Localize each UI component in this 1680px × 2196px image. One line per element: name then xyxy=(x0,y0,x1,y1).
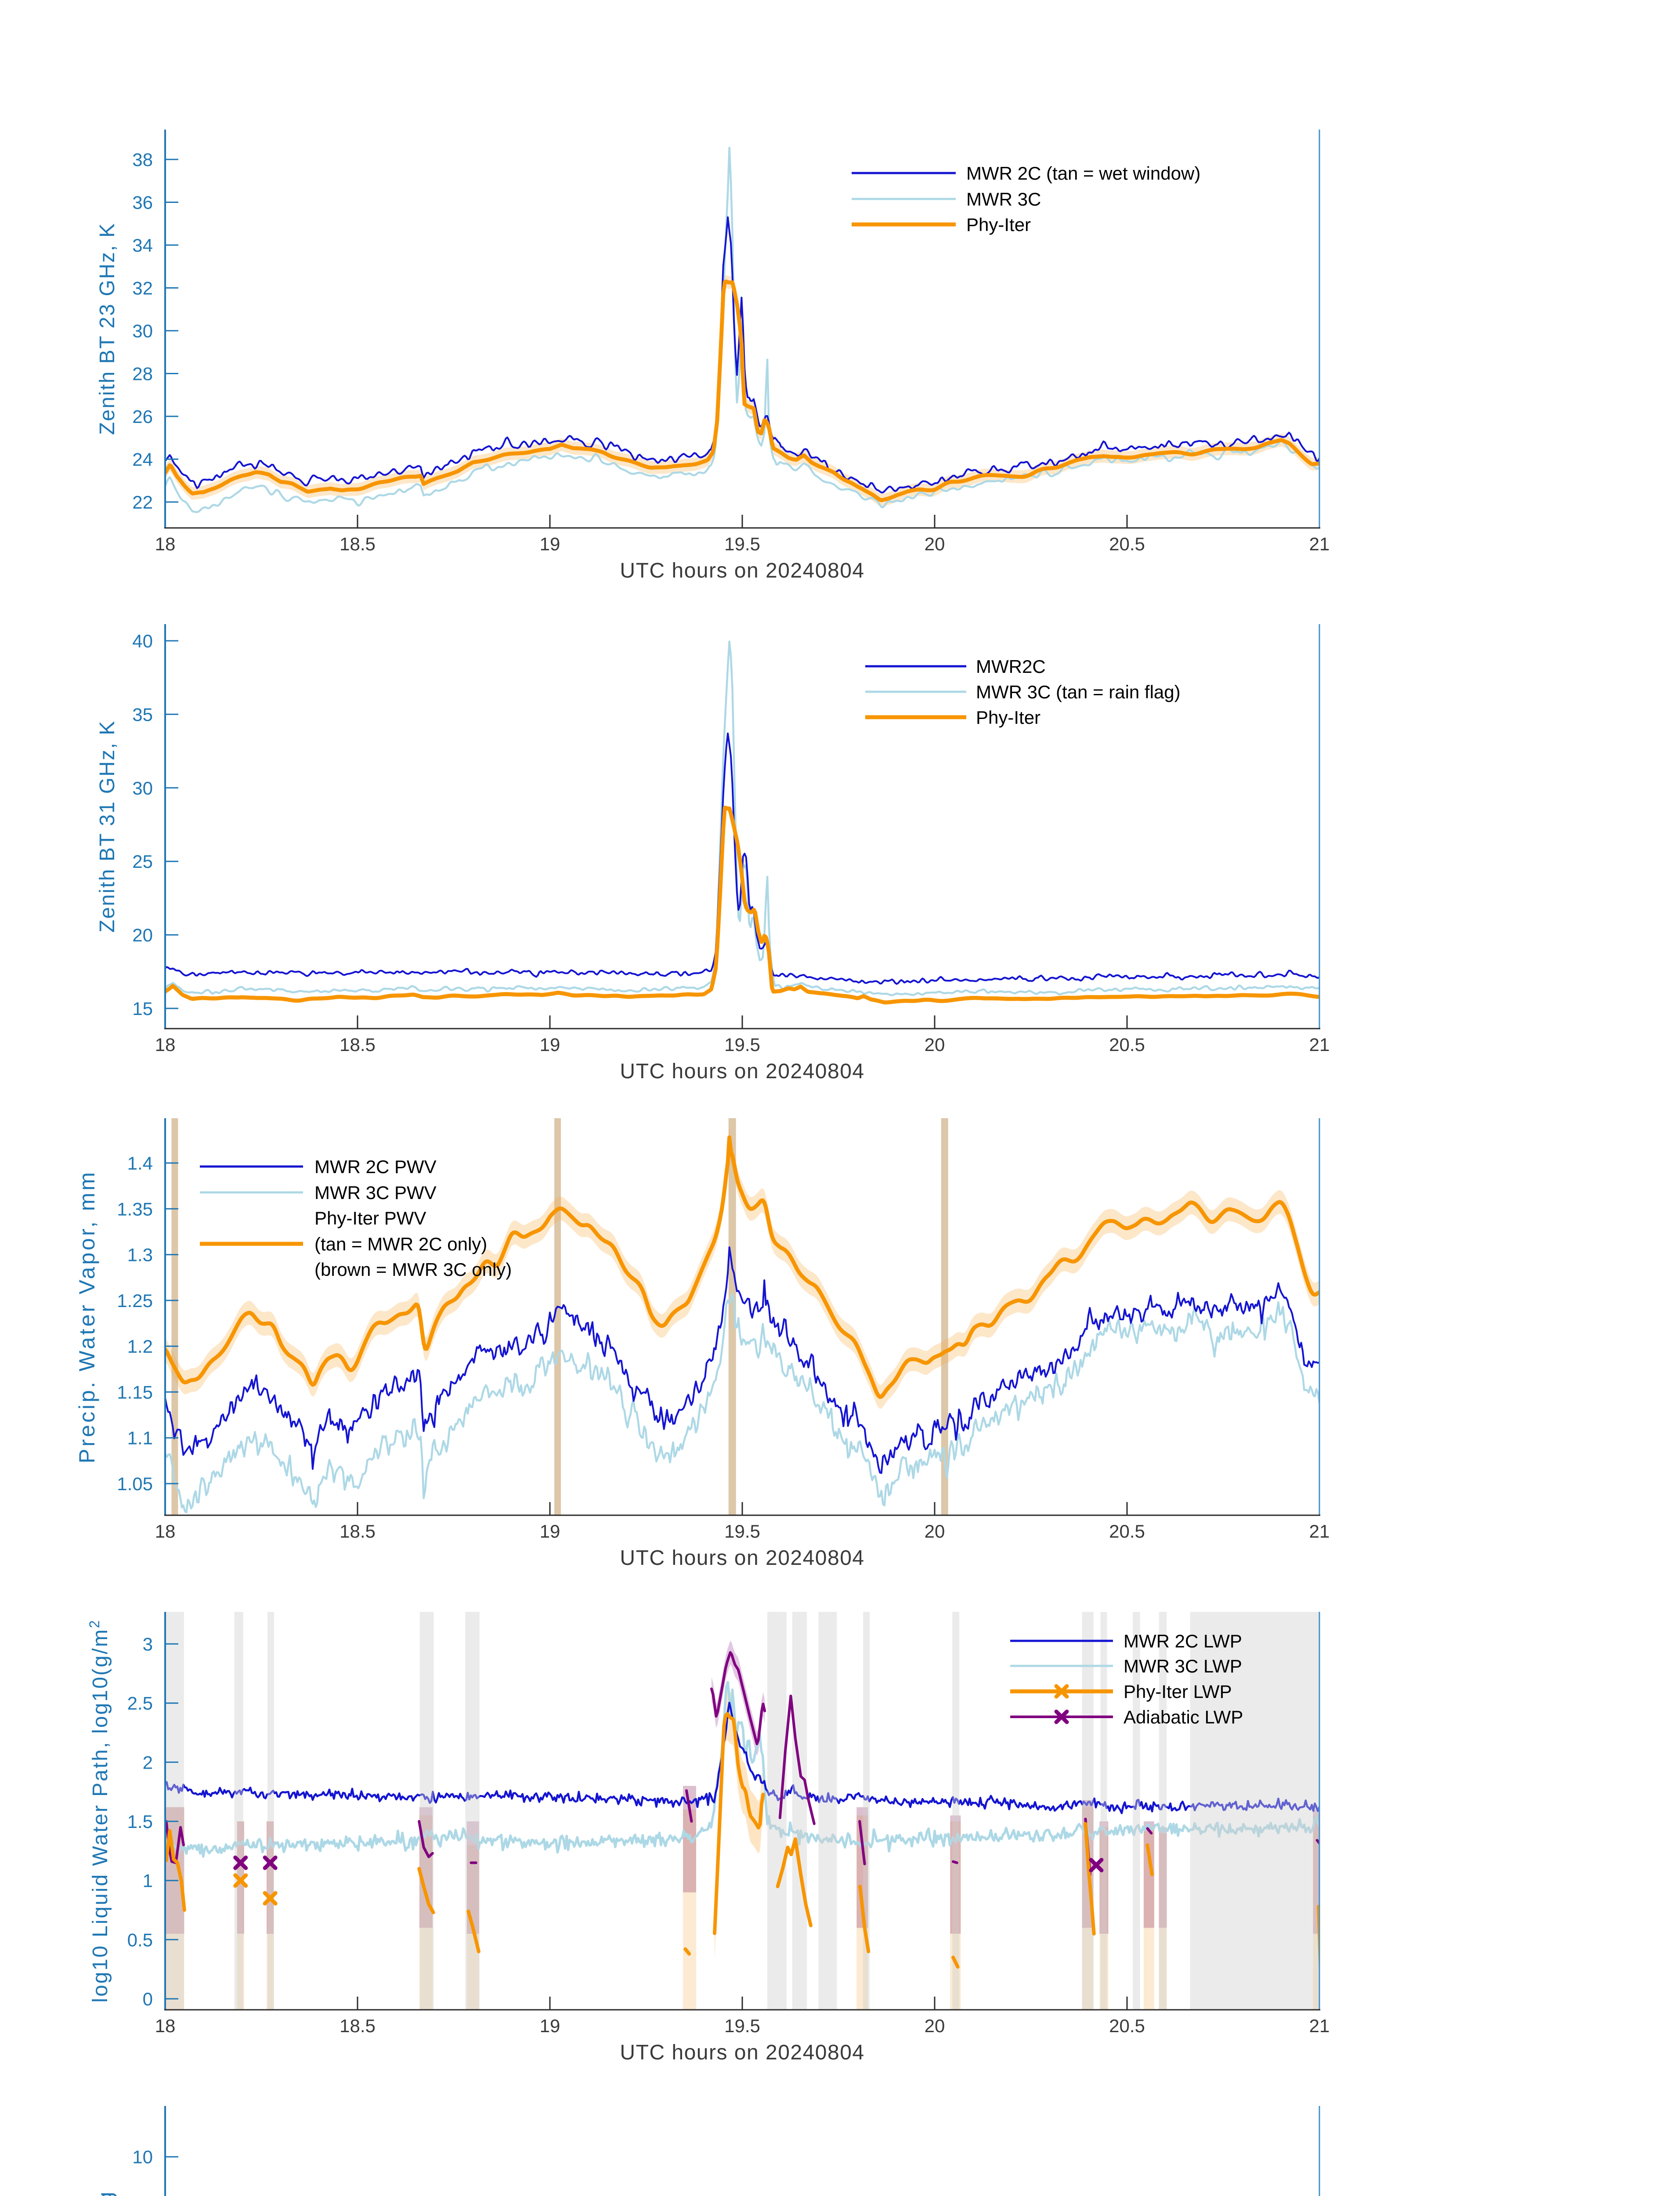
svg-text:MWR 3C: MWR 3C xyxy=(966,189,1041,209)
svg-text:MWR 3C (tan = rain flag): MWR 3C (tan = rain flag) xyxy=(976,682,1181,702)
svg-text:Adiabatic LWP: Adiabatic LWP xyxy=(1124,1707,1243,1727)
svg-text:Phy-Iter PWV: Phy-Iter PWV xyxy=(314,1208,426,1228)
svg-text:19.5: 19.5 xyxy=(724,534,760,554)
svg-text:19: 19 xyxy=(540,1521,560,1542)
svg-text:19: 19 xyxy=(540,534,560,554)
svg-text:1.1: 1.1 xyxy=(127,1428,153,1448)
svg-text:UTC hours on 20240804: UTC hours on 20240804 xyxy=(620,1546,864,1570)
svg-text:40: 40 xyxy=(132,631,153,651)
svg-text:21: 21 xyxy=(1309,2015,1330,2036)
svg-text:20.5: 20.5 xyxy=(1109,1034,1145,1055)
svg-text:UTC hours on 20240804: UTC hours on 20240804 xyxy=(620,1060,864,1083)
svg-text:MWR2C: MWR2C xyxy=(976,656,1046,677)
svg-text:1.05: 1.05 xyxy=(117,1474,153,1494)
svg-text:20: 20 xyxy=(925,1521,945,1542)
svg-text:log10 Liquid Water Path, log10: log10 Liquid Water Path, log10(g/m2 xyxy=(87,1619,112,2002)
svg-text:Zenith BT 23 GHz, K: Zenith BT 23 GHz, K xyxy=(96,223,119,435)
svg-text:1.5: 1.5 xyxy=(127,1811,153,1832)
svg-text:21: 21 xyxy=(1309,1521,1330,1542)
svg-text:Zenith BT 31 GHz, K: Zenith BT 31 GHz, K xyxy=(96,720,119,933)
svg-text:30: 30 xyxy=(132,321,153,341)
svg-text:UTC hours on 20240804: UTC hours on 20240804 xyxy=(620,559,864,582)
svg-text:20: 20 xyxy=(925,1034,945,1055)
svg-text:35: 35 xyxy=(132,704,153,725)
svg-text:MWR 2C LWP: MWR 2C LWP xyxy=(1124,1631,1242,1651)
svg-text:Phy-Iter: Phy-Iter xyxy=(966,214,1031,235)
svg-text:19.5: 19.5 xyxy=(724,1521,760,1542)
svg-text:38: 38 xyxy=(132,149,153,170)
svg-text:10: 10 xyxy=(132,2147,153,2167)
svg-text:32: 32 xyxy=(132,278,153,299)
svg-text:Phy-Iter: Phy-Iter xyxy=(976,707,1041,728)
svg-text:MWR 2C (tan = wet window): MWR 2C (tan = wet window) xyxy=(966,163,1200,184)
svg-text:MWR 3C LWP: MWR 3C LWP xyxy=(1124,1656,1242,1676)
svg-text:(brown = MWR 3C only): (brown = MWR 3C only) xyxy=(314,1259,512,1280)
svg-text:3: 3 xyxy=(143,1634,153,1654)
svg-text:20: 20 xyxy=(925,534,945,554)
svg-text:18: 18 xyxy=(155,2015,176,2036)
svg-text:15: 15 xyxy=(132,998,153,1019)
svg-text:MWR 3C PWV: MWR 3C PWV xyxy=(314,1182,437,1203)
svg-text:18.5: 18.5 xyxy=(340,2015,376,2036)
svg-text:19: 19 xyxy=(540,1034,560,1055)
svg-text:18.5: 18.5 xyxy=(340,1034,376,1055)
svg-text:1: 1 xyxy=(143,1871,153,1891)
svg-text:1.15: 1.15 xyxy=(117,1382,153,1402)
svg-text:0: 0 xyxy=(143,1989,153,2009)
svg-text:18.5: 18.5 xyxy=(340,534,376,554)
svg-text:25: 25 xyxy=(132,851,153,872)
svg-text:20.5: 20.5 xyxy=(1109,1521,1145,1542)
svg-text:UTC hours on 20240804: UTC hours on 20240804 xyxy=(620,2041,864,2064)
svg-text:Phy-Iter LWP: Phy-Iter LWP xyxy=(1124,1681,1232,1702)
svg-text:1.3: 1.3 xyxy=(127,1245,153,1265)
svg-text:21: 21 xyxy=(1309,534,1330,554)
svg-text:36: 36 xyxy=(132,192,153,213)
svg-text:28: 28 xyxy=(132,364,153,384)
svg-text:19: 19 xyxy=(540,2015,560,2036)
svg-text:20.5: 20.5 xyxy=(1109,534,1145,554)
svg-text:2.5: 2.5 xyxy=(127,1693,153,1714)
svg-text:MWR Phy Iter DQ Flag: MWR Phy Iter DQ Flag xyxy=(94,2191,117,2196)
svg-text:Precip. Water Vapor, mm: Precip. Water Vapor, mm xyxy=(75,1170,99,1463)
svg-text:34: 34 xyxy=(132,235,153,256)
svg-text:18: 18 xyxy=(155,534,176,554)
svg-text:22: 22 xyxy=(132,492,153,513)
svg-text:20: 20 xyxy=(925,2015,945,2036)
svg-text:30: 30 xyxy=(132,778,153,798)
svg-text:19.5: 19.5 xyxy=(724,2015,760,2036)
svg-text:1.4: 1.4 xyxy=(127,1153,153,1174)
svg-text:26: 26 xyxy=(132,406,153,427)
svg-text:1.25: 1.25 xyxy=(117,1290,153,1311)
svg-text:21: 21 xyxy=(1309,1034,1330,1055)
svg-text:24: 24 xyxy=(132,449,153,470)
svg-text:1.2: 1.2 xyxy=(127,1336,153,1357)
svg-text:18: 18 xyxy=(155,1034,176,1055)
svg-text:1.35: 1.35 xyxy=(117,1199,153,1219)
svg-text:0.5: 0.5 xyxy=(127,1929,153,1950)
svg-text:MWR 2C PWV: MWR 2C PWV xyxy=(314,1156,437,1177)
svg-text:19.5: 19.5 xyxy=(724,1034,760,1055)
svg-text:18.5: 18.5 xyxy=(340,1521,376,1542)
svg-text:2: 2 xyxy=(143,1752,153,1773)
svg-text:18: 18 xyxy=(155,1521,176,1542)
svg-text:(tan = MWR 2C only): (tan = MWR 2C only) xyxy=(314,1234,487,1254)
svg-text:20: 20 xyxy=(132,925,153,946)
svg-text:20.5: 20.5 xyxy=(1109,2015,1145,2036)
